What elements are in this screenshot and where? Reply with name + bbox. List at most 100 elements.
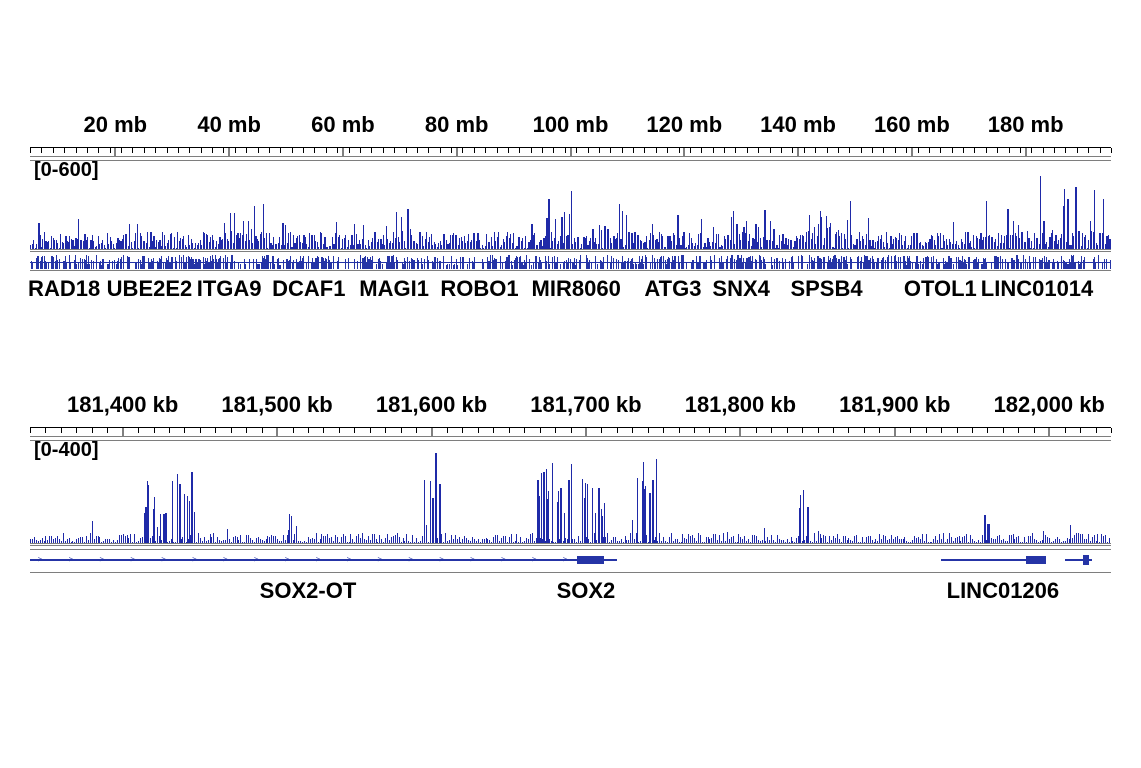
signal-peak: [221, 541, 222, 543]
axis-minor-tick: [292, 148, 293, 153]
signal-peak: [291, 516, 292, 543]
gene-tick: [306, 262, 307, 270]
signal-peak: [1094, 190, 1095, 249]
gene-tick: [257, 264, 258, 269]
gene-tick: [1005, 264, 1006, 269]
signal-peak: [196, 542, 197, 543]
signal-peak: [903, 539, 904, 543]
signal-peak: [951, 537, 952, 543]
signal-peak: [219, 540, 220, 543]
gene-tick: [1007, 262, 1009, 269]
signal-peak: [476, 541, 477, 543]
gene-tick: [932, 262, 934, 269]
signal-peak: [385, 538, 386, 543]
signal-peak: [1070, 525, 1071, 543]
signal-peak: [194, 512, 195, 543]
signal-peak: [677, 539, 678, 543]
gene-tick: [483, 262, 484, 269]
gene-label: SOX2-OT: [260, 578, 357, 604]
gene-tick: [245, 265, 246, 269]
signal-peak: [1034, 539, 1035, 543]
gene-tick: [1011, 258, 1013, 269]
gene-tick: [253, 259, 254, 269]
gene-tick: [785, 259, 786, 269]
signal-peak: [432, 498, 434, 543]
signal-peak: [296, 526, 297, 543]
gene-tick: [500, 259, 501, 269]
gene-tick: [502, 263, 503, 269]
signal-peak: [729, 539, 730, 543]
axis-minor-tick: [864, 428, 865, 433]
gene-tick: [1048, 260, 1050, 269]
signal-peak: [252, 540, 253, 543]
gene-tick: [638, 264, 639, 269]
signal-peak: [57, 536, 58, 543]
gene-tick: [843, 258, 844, 269]
axis-minor-tick: [940, 148, 941, 153]
gene-tick: [851, 259, 852, 269]
signal-peak: [941, 539, 942, 543]
gene-tick: [611, 256, 612, 269]
gene-tick: [691, 263, 692, 270]
signal-peak: [949, 533, 950, 543]
signal-peak: [628, 540, 629, 543]
axis-minor-tick: [929, 148, 930, 153]
gene-chevron-icon: >: [439, 555, 444, 564]
gene-tick: [490, 255, 491, 269]
signal-peak: [908, 542, 909, 543]
signal-peak: [791, 537, 792, 543]
gene-tick: [1106, 259, 1107, 269]
gene-tick: [539, 257, 540, 269]
signal-peak: [617, 541, 618, 543]
gene-tick: [372, 256, 373, 269]
axis-minor-tick: [883, 148, 884, 153]
signal-peak: [935, 536, 936, 543]
signal-peak: [864, 542, 865, 543]
gene-tick: [545, 262, 546, 269]
gene-tick: [802, 256, 803, 269]
gene-tick: [123, 261, 124, 269]
axis-minor-tick: [849, 148, 850, 153]
signal-peak: [497, 535, 498, 543]
signal-peak: [408, 541, 409, 543]
gene-block: [1026, 556, 1046, 564]
axis-minor-tick: [747, 148, 748, 153]
signal-peak: [1063, 541, 1064, 543]
signal-peak: [758, 540, 759, 543]
signal-peak: [548, 491, 549, 543]
gene-tick: [65, 256, 66, 269]
signal-peak: [109, 539, 110, 543]
signal-peak: [760, 541, 761, 543]
axis-minor-tick: [1111, 148, 1112, 153]
signal-peak: [943, 533, 944, 543]
axis-minor-tick: [110, 148, 111, 153]
axis-minor-tick: [667, 148, 668, 153]
signal-peak: [679, 542, 680, 543]
gene-tick: [427, 256, 428, 269]
signal-peak: [1036, 540, 1037, 543]
gene-tick: [568, 258, 569, 269]
gene-label: SPSB4: [790, 276, 862, 302]
gene-tick: [877, 258, 879, 269]
signal-peak: [237, 537, 238, 543]
signal-peak: [80, 537, 81, 543]
gene-tick: [467, 264, 468, 269]
signal-peak: [980, 542, 981, 543]
signal-peak: [229, 539, 230, 543]
axis-minor-tick: [926, 428, 927, 433]
signal-peak: [708, 537, 709, 543]
gene-tick: [434, 257, 435, 269]
signal-peak: [376, 539, 377, 543]
axis-minor-tick: [756, 428, 757, 433]
gene-tick: [865, 256, 867, 269]
gene-tick: [978, 263, 979, 269]
signal-peak: [99, 537, 100, 543]
gene-tick: [368, 259, 370, 269]
gene-tick: [896, 261, 897, 269]
signal-peak: [424, 480, 425, 543]
axis-minor-tick: [87, 148, 88, 153]
axis-minor-tick: [258, 148, 259, 153]
gene-tick: [354, 259, 355, 269]
signal-peak: [667, 542, 668, 543]
axis-minor-tick: [478, 428, 479, 433]
